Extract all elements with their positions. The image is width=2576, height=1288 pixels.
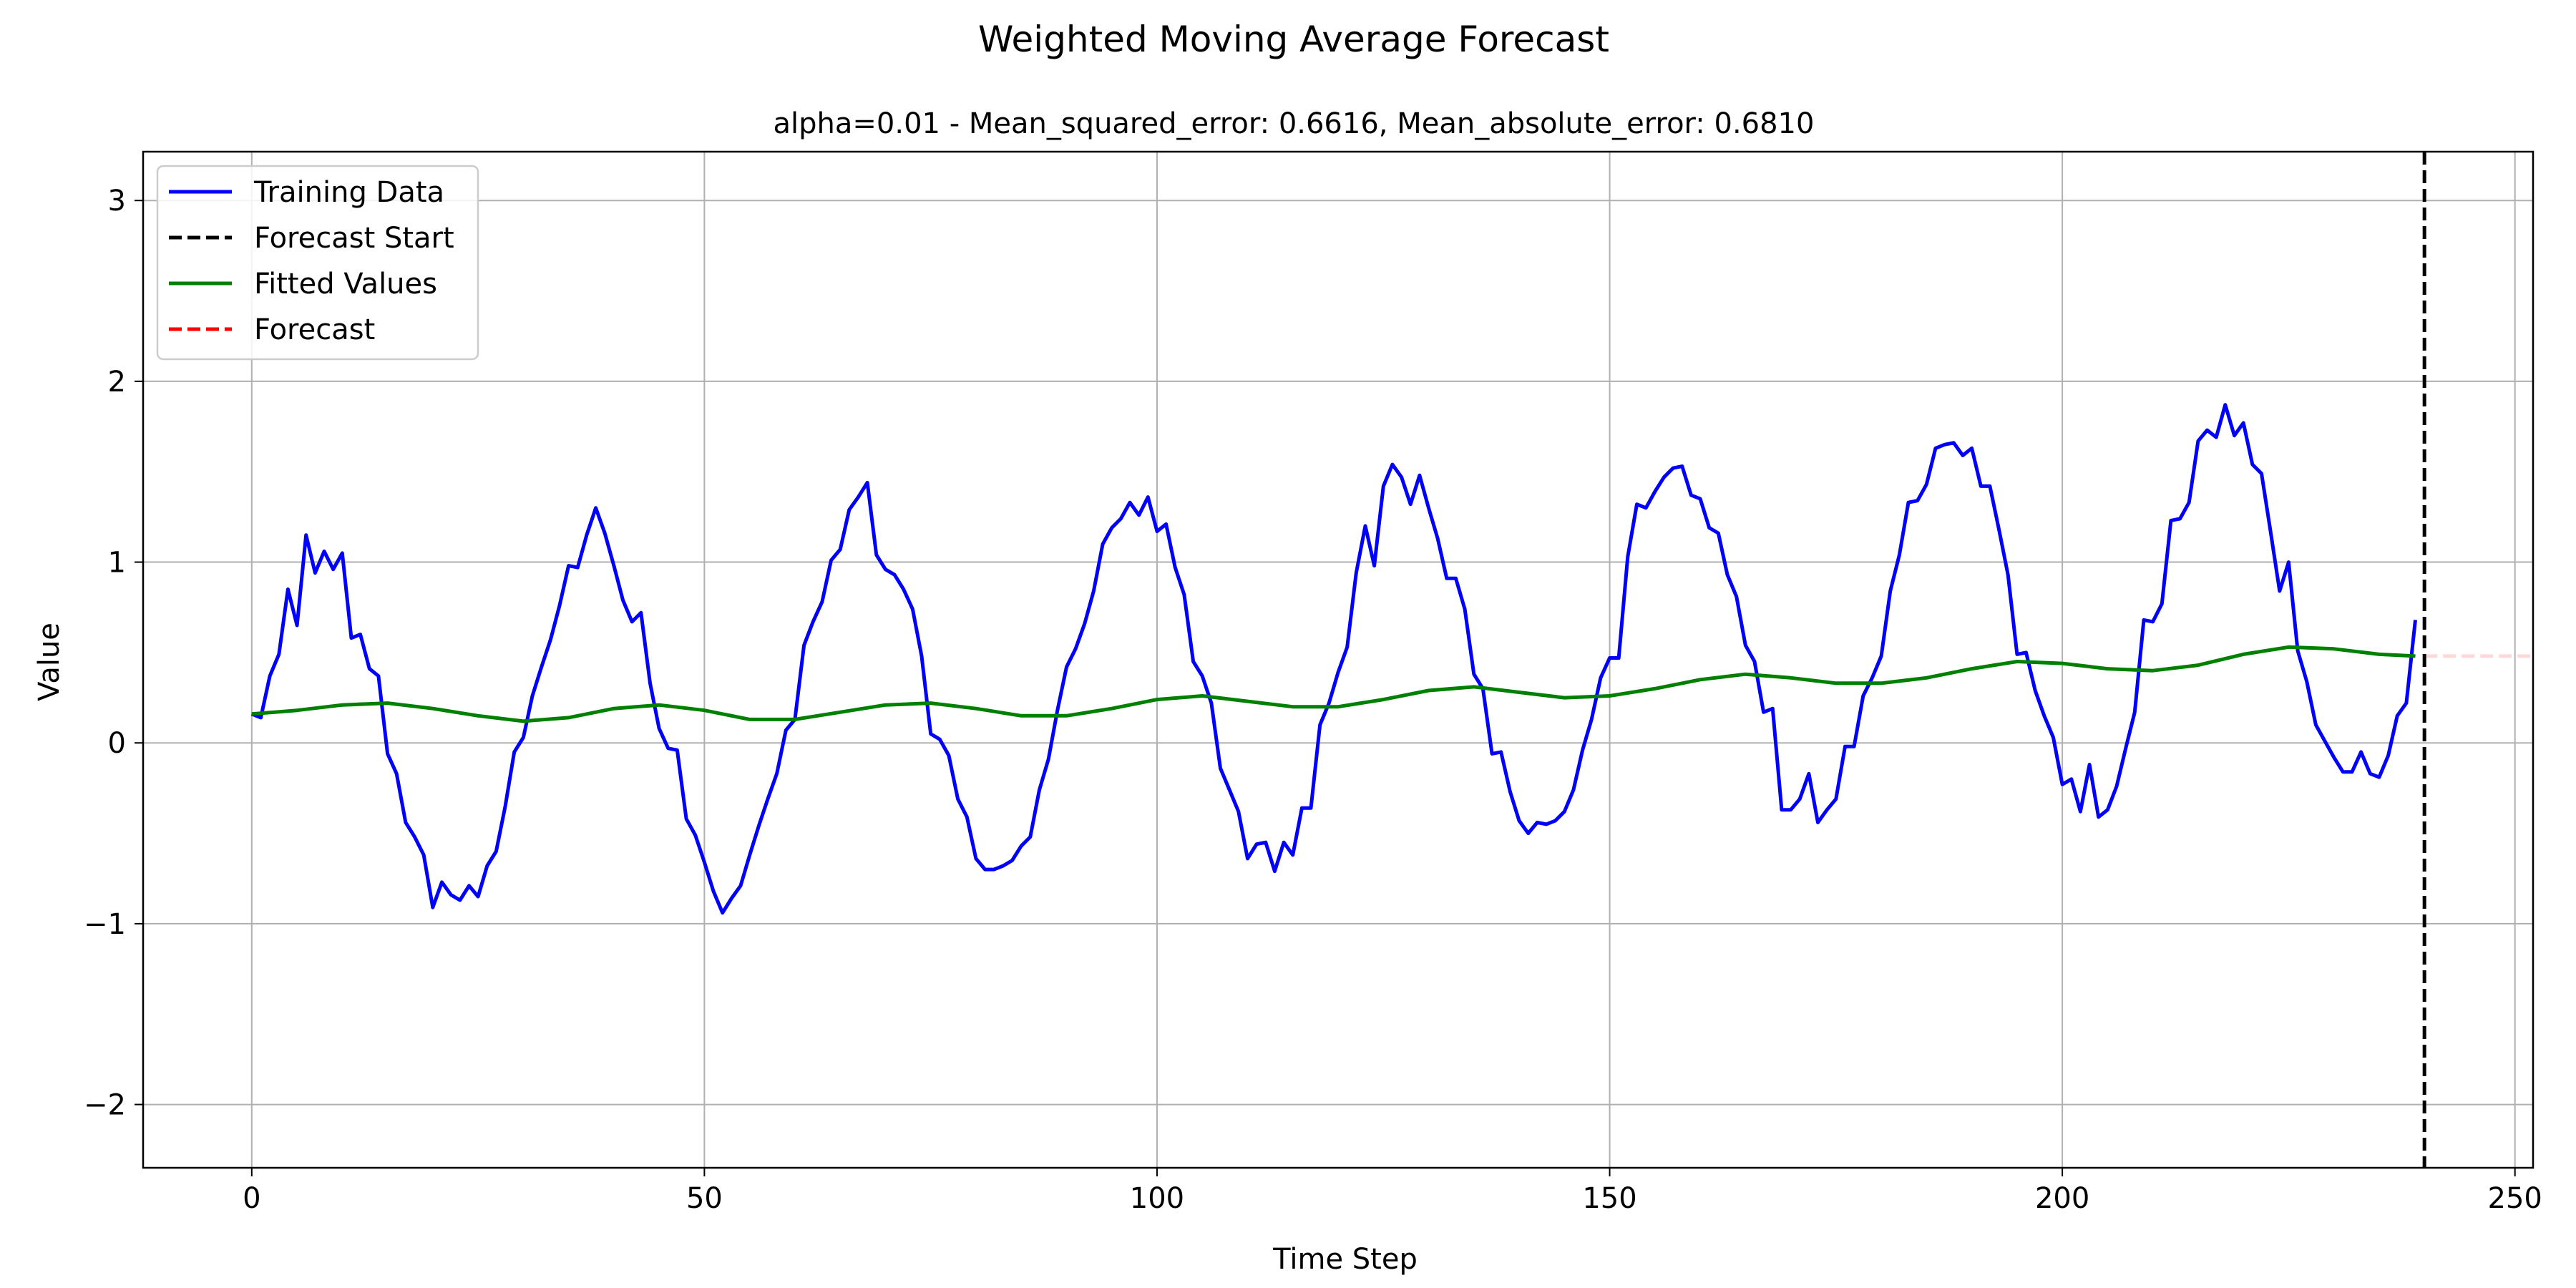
y-tick-label: 3 [108,185,126,218]
x-tick-label: 50 [686,1182,723,1215]
y-tick-label: 1 [108,547,126,580]
legend-label-fitted: Fitted Values [254,268,437,301]
plot-frame [142,150,2534,1169]
y-axis-label: Value [33,623,66,701]
y-tick-label: −2 [84,1089,126,1122]
chart-suptitle: Weighted Moving Average Forecast [978,19,1609,60]
ticks: 0 50 100 150 200 250 −2 −1 0 1 2 3 [84,185,2542,1215]
x-tick-label: 250 [2488,1182,2542,1215]
series-fitted-values [251,645,2416,723]
x-tick-label: 150 [1582,1182,1636,1215]
y-tick-label: 0 [108,727,126,760]
grid [143,152,2533,1168]
legend: Training Data Forecast Start Fitted Valu… [156,165,479,361]
legend-label-training: Training Data [253,176,444,209]
y-tick-label: −1 [84,908,126,941]
plot-series [250,152,2533,1168]
legend-box [156,165,479,361]
series-training-data [250,403,2417,915]
x-tick-label: 200 [2035,1182,2089,1215]
legend-label-forecast: Forecast [254,313,375,346]
x-tick-label: 0 [243,1182,260,1215]
x-tick-label: 100 [1130,1182,1184,1215]
legend-label-forecast-start: Forecast Start [254,222,454,255]
x-axis-label: Time Step [1272,1243,1418,1276]
chart-title: alpha=0.01 - Mean_squared_error: 0.6616,… [774,107,1815,140]
y-tick-label: 2 [108,366,126,399]
